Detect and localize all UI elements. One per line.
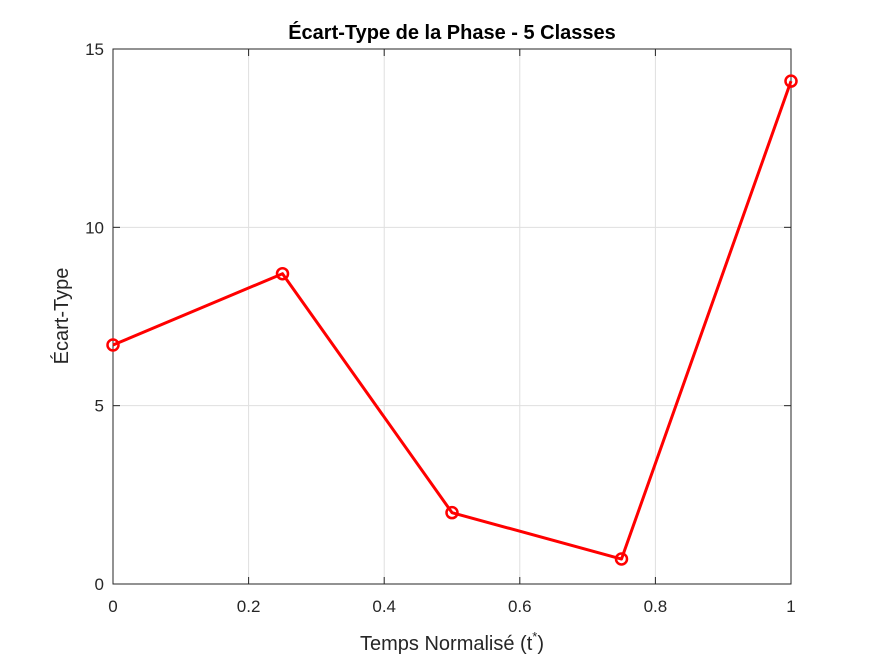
- x-tick-label: 0.2: [237, 597, 261, 616]
- chart-title: Écart-Type de la Phase - 5 Classes: [288, 21, 616, 44]
- data-point-marker: [275, 266, 290, 281]
- y-tick-label: 15: [85, 40, 104, 59]
- data-point-marker: [106, 338, 120, 352]
- series-line: [112, 80, 793, 561]
- x-tick-label: 0.6: [508, 597, 532, 616]
- x-axis-label-close: ): [537, 633, 544, 655]
- x-tick-label: 0: [108, 597, 117, 616]
- data-point-marker: [614, 552, 629, 566]
- series-layer: [106, 74, 798, 566]
- x-tick-label: 0.4: [372, 597, 396, 616]
- data-point-marker: [784, 74, 798, 88]
- data-point-marker: [445, 505, 459, 520]
- x-tick-label: 1: [786, 597, 795, 616]
- y-tick-label: 10: [85, 218, 104, 237]
- x-axis-label: Temps Normalisé (t*): [360, 629, 544, 655]
- y-tick-label: 0: [95, 575, 104, 594]
- axes-box: [112, 48, 792, 585]
- y-axis-label: Écart-Type: [50, 268, 73, 365]
- x-axis-label-main: Temps Normalisé (t: [360, 633, 533, 655]
- x-axis-label-superscript: *: [532, 629, 537, 644]
- plot-area: [113, 49, 791, 584]
- y-tick-label: 5: [95, 397, 104, 416]
- x-tick-label: 0.8: [644, 597, 668, 616]
